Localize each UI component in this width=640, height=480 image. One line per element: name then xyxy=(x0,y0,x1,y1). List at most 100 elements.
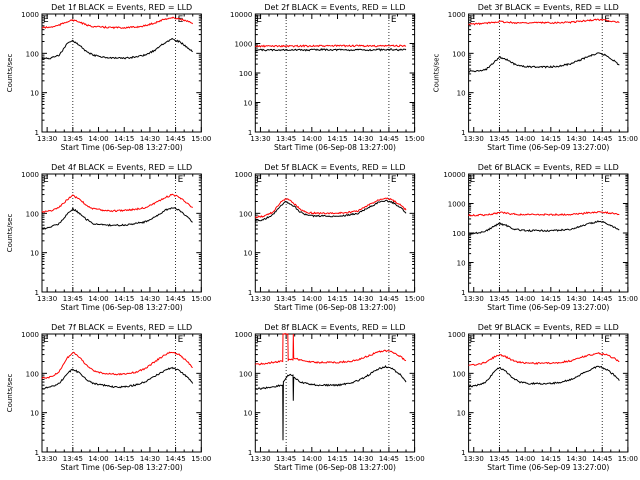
x-tick-label: 13:30 xyxy=(37,295,57,303)
x-axis-label: Start Time (06-Sep-08 13:27:00) xyxy=(274,463,396,472)
x-tick-label: 13:45 xyxy=(63,455,83,463)
panel-det-5: Det 5f BLACK = Events, RED = LLD 1 10 100 10… xyxy=(234,163,424,312)
panel-title: Det 2f BLACK = Events, RED = LLD xyxy=(264,3,405,12)
corner-mark: E xyxy=(391,175,397,185)
corner-mark: E xyxy=(178,335,184,345)
y-tick-label: 100 xyxy=(26,210,39,218)
y-tick-label: 1 xyxy=(248,449,252,457)
plot-frame xyxy=(468,13,629,133)
x-tick-label: 15:00 xyxy=(405,455,425,463)
y-tick-label: 100 xyxy=(452,50,465,58)
y-tick-label: 1000 xyxy=(234,171,252,179)
plot-frame xyxy=(41,333,202,453)
x-tick-label: 14:15 xyxy=(327,295,347,303)
x-tick-label: 14:15 xyxy=(541,455,561,463)
series-lld-line xyxy=(468,352,620,366)
corner-mark: E xyxy=(604,175,610,185)
x-axis-label: Start Time (06-Sep-08 13:27:00) xyxy=(61,463,183,472)
y-tick-label: 1000 xyxy=(21,11,39,19)
x-tick-label: 14:15 xyxy=(114,295,134,303)
y-tick-label: 1000 xyxy=(234,331,252,339)
corner-mark: E xyxy=(470,15,476,25)
y-tick-label: 100 xyxy=(239,370,252,378)
x-tick-label: 15:00 xyxy=(618,135,638,143)
x-axis-label: Start Time (06-Sep-09 13:27:00) xyxy=(487,143,609,152)
panel-det-7: Det 7f BLACK = Events, RED = LLD 1 10 100 10… xyxy=(6,323,211,472)
panel-title: Det 7f BLACK = Events, RED = LLD xyxy=(51,323,192,332)
y-tick-label: 1 xyxy=(248,289,252,297)
corner-mark: E xyxy=(470,335,476,345)
x-tick-label: 13:45 xyxy=(63,295,83,303)
x-tick-label: 13:45 xyxy=(276,455,296,463)
y-tick-label: 10 xyxy=(243,100,252,108)
series-events-line xyxy=(468,220,620,235)
series-events-line xyxy=(41,37,193,60)
x-tick-label: 13:45 xyxy=(276,295,296,303)
series-events-line xyxy=(255,48,407,52)
x-tick-label: 14:00 xyxy=(88,455,108,463)
x-tick-label: 15:00 xyxy=(405,135,425,143)
plot-frame xyxy=(254,173,416,293)
plot-frame xyxy=(41,173,202,293)
x-tick-label: 13:30 xyxy=(464,135,484,143)
x-tick-label: 14:30 xyxy=(353,135,373,143)
x-tick-label: 14:15 xyxy=(541,295,561,303)
panel-title: Det 4f BLACK = Events, RED = LLD xyxy=(51,163,192,172)
corner-mark: E xyxy=(43,15,49,25)
x-tick-label: 15:00 xyxy=(618,455,638,463)
x-tick-label: 13:30 xyxy=(37,135,57,143)
corner-mark: E xyxy=(391,15,397,25)
x-tick-label: 15:00 xyxy=(191,135,211,143)
y-tick-label: 10 xyxy=(243,250,252,258)
x-tick-label: 14:45 xyxy=(166,295,186,303)
y-tick-label: 100 xyxy=(452,230,465,238)
panel-det-9: Det 9f BLACK = Events, RED = LLD 1 10 100 10… xyxy=(448,323,638,472)
y-tick-label: 10 xyxy=(457,90,466,98)
y-tick-label: 1000 xyxy=(234,41,252,49)
x-tick-label: 14:15 xyxy=(114,135,134,143)
series-events-line xyxy=(255,365,407,441)
corner-mark: E xyxy=(256,335,262,345)
corner-mark: E xyxy=(256,15,262,25)
y-tick-label: 10 xyxy=(457,260,466,268)
x-tick-label: 14:00 xyxy=(302,135,322,143)
y-tick-label: 100 xyxy=(452,370,465,378)
panel-title: Det 5f BLACK = Events, RED = LLD xyxy=(264,163,405,172)
x-tick-label: 14:45 xyxy=(379,295,399,303)
plot-frame xyxy=(468,333,629,453)
series-lld-line xyxy=(41,193,193,214)
series-lld-line xyxy=(468,18,620,26)
x-tick-label: 14:45 xyxy=(592,455,612,463)
corner-mark: E xyxy=(178,175,184,185)
x-axis-label: Start Time (06-Sep-08 13:27:00) xyxy=(61,143,183,152)
x-tick-label: 14:30 xyxy=(140,135,160,143)
x-tick-label: 15:00 xyxy=(405,295,425,303)
y-tick-label: 10000 xyxy=(230,11,252,19)
x-tick-label: 14:00 xyxy=(515,295,535,303)
y-tick-label: 10 xyxy=(457,410,466,418)
y-tick-label: 10000 xyxy=(443,171,465,179)
x-tick-label: 13:45 xyxy=(276,135,296,143)
panel-title: Det 6f BLACK = Events, RED = LLD xyxy=(478,163,619,172)
x-tick-label: 14:45 xyxy=(379,135,399,143)
series-lld-line xyxy=(41,351,193,380)
x-tick-label: 14:15 xyxy=(327,455,347,463)
x-tick-label: 14:30 xyxy=(140,455,160,463)
y-tick-label: 1 xyxy=(248,129,252,137)
y-tick-label: 1 xyxy=(35,129,39,137)
y-axis-label: Counts/sec xyxy=(6,54,14,93)
x-tick-label: 14:00 xyxy=(515,135,535,143)
y-tick-label: 1000 xyxy=(448,331,466,339)
x-tick-label: 14:00 xyxy=(88,135,108,143)
plot-frame xyxy=(468,173,629,293)
y-tick-label: 1 xyxy=(35,289,39,297)
y-tick-label: 1 xyxy=(461,449,465,457)
x-tick-label: 13:45 xyxy=(63,135,83,143)
x-tick-label: 14:15 xyxy=(541,135,561,143)
x-tick-label: 15:00 xyxy=(191,295,211,303)
plot-frame xyxy=(41,13,202,133)
y-tick-label: 1 xyxy=(461,129,465,137)
corner-mark: E xyxy=(256,175,262,185)
x-tick-label: 14:45 xyxy=(592,295,612,303)
corner-mark: E xyxy=(604,335,610,345)
